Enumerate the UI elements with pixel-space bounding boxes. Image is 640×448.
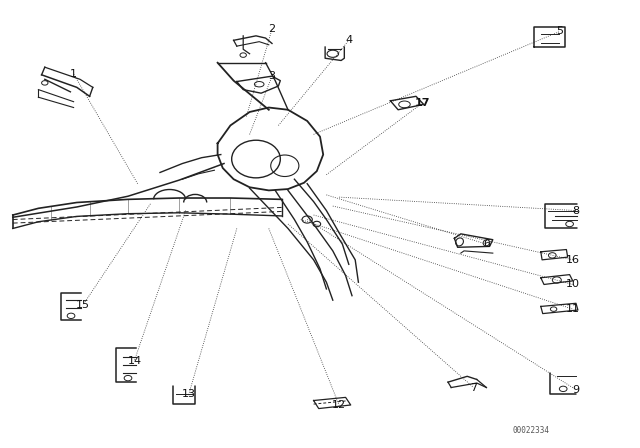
Text: 13: 13 bbox=[182, 389, 196, 399]
Text: 00022334: 00022334 bbox=[513, 426, 550, 435]
Text: 8: 8 bbox=[572, 206, 580, 215]
Text: 2: 2 bbox=[268, 24, 276, 34]
Text: 17: 17 bbox=[415, 98, 430, 108]
Text: 12: 12 bbox=[332, 401, 346, 410]
Text: 9: 9 bbox=[572, 385, 580, 395]
Text: 3: 3 bbox=[269, 71, 275, 81]
Text: 14: 14 bbox=[127, 356, 141, 366]
Text: 5: 5 bbox=[557, 26, 563, 36]
Text: 16: 16 bbox=[566, 255, 580, 265]
Text: 15: 15 bbox=[76, 300, 90, 310]
Text: 6: 6 bbox=[483, 239, 490, 249]
Text: 11: 11 bbox=[566, 304, 580, 314]
Text: 4: 4 bbox=[345, 35, 353, 45]
Text: 10: 10 bbox=[566, 280, 580, 289]
Text: 7: 7 bbox=[470, 383, 477, 392]
Text: 1: 1 bbox=[70, 69, 77, 79]
